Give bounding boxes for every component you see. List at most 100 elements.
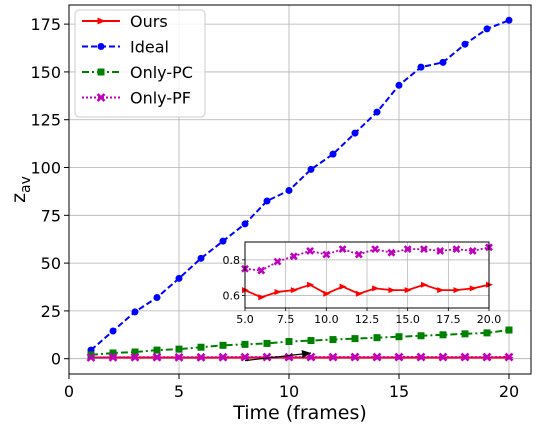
data-point xyxy=(218,352,228,362)
y-tick-label: 25 xyxy=(41,302,61,321)
legend-item-ours: Ours xyxy=(82,12,168,31)
inset-x-tick-label: 12.5 xyxy=(355,313,380,326)
data-point xyxy=(373,334,381,342)
legend-marker xyxy=(97,17,106,25)
data-point xyxy=(416,352,426,362)
legend-marker xyxy=(97,43,105,50)
x-tick-label: 15 xyxy=(389,382,409,401)
data-point xyxy=(240,352,250,362)
data-point xyxy=(153,346,161,354)
legend-label: Ours xyxy=(130,12,168,31)
inset-data-point xyxy=(290,287,298,294)
inset-data-point xyxy=(468,246,477,255)
data-point xyxy=(395,333,403,341)
data-point xyxy=(438,352,448,362)
inset-data-point xyxy=(355,290,363,297)
data-point xyxy=(482,352,492,362)
data-point xyxy=(285,186,293,194)
legend-label: Ideal xyxy=(130,38,169,57)
data-point xyxy=(372,352,382,362)
series-ideal xyxy=(87,16,513,354)
inset-data-point xyxy=(354,250,363,259)
data-point xyxy=(307,337,315,345)
inset-series-ours xyxy=(242,281,493,301)
data-point xyxy=(241,220,249,228)
legend-item-ideal: Ideal xyxy=(82,38,169,57)
inset-data-point xyxy=(322,250,331,259)
data-point xyxy=(262,352,272,362)
data-point xyxy=(131,348,139,356)
inset-data-point xyxy=(420,245,428,254)
legend-box xyxy=(74,9,206,118)
data-point xyxy=(350,352,360,362)
inset-data-point xyxy=(437,287,445,294)
y-axis-label-sub: av xyxy=(18,176,34,193)
data-point xyxy=(505,16,513,24)
inset-data-point xyxy=(469,285,477,292)
legend-marker xyxy=(96,93,106,102)
data-point xyxy=(86,353,96,362)
data-point xyxy=(263,197,271,205)
legend-marker xyxy=(97,68,105,76)
data-point xyxy=(483,329,491,337)
inset-data-point xyxy=(307,281,315,288)
inset-data-point xyxy=(372,285,380,292)
data-point xyxy=(395,81,403,89)
data-point xyxy=(219,237,227,245)
data-point xyxy=(460,352,470,362)
legend-item-only-pc: Only-PC xyxy=(82,63,193,82)
legend: Ours Ideal Only-PC Only-PF xyxy=(74,9,206,118)
data-point xyxy=(373,108,381,116)
inset-data-point xyxy=(453,287,461,294)
data-point xyxy=(461,330,469,338)
data-point xyxy=(108,352,118,362)
inset-x-tick-label: 7.5 xyxy=(277,313,295,326)
data-point xyxy=(504,352,514,362)
data-point xyxy=(307,165,315,173)
y-tick-label: 75 xyxy=(41,206,61,225)
series-line xyxy=(90,19,510,351)
data-point xyxy=(461,40,469,48)
inset-x-tick-label: 15.0 xyxy=(395,313,420,326)
main-ticks: 0 5 10 15 20 0 25 50 75 100 125 150 175 xyxy=(30,15,519,401)
data-point xyxy=(306,352,316,362)
data-point xyxy=(483,25,491,33)
inset-series-line xyxy=(244,283,490,299)
inset-x-tick-label: 5.0 xyxy=(236,313,254,326)
x-tick-label: 20 xyxy=(499,382,519,401)
inset-arrow xyxy=(244,350,312,362)
y-tick-label: 175 xyxy=(30,15,61,34)
inset-data-point xyxy=(404,287,412,294)
inset-plot: 5.0 7.5 10.0 12.5 15.0 17.5 20.0 0.6 0.8 xyxy=(223,241,501,362)
inset-series-only-pf xyxy=(241,243,493,275)
data-point xyxy=(196,352,206,362)
data-point xyxy=(329,336,337,344)
y-axis-label-main: z xyxy=(8,193,30,203)
data-point xyxy=(153,294,161,302)
inset-data-point xyxy=(257,266,266,275)
inset-data-point xyxy=(452,245,461,254)
data-point xyxy=(175,274,183,282)
data-point xyxy=(131,308,139,316)
data-point xyxy=(130,352,140,362)
legend-label: Only-PC xyxy=(130,63,193,82)
legend-item-only-pf: Only-PF xyxy=(82,89,191,108)
legend-label: Only-PF xyxy=(130,89,191,108)
inset-series-line xyxy=(244,246,490,272)
data-point xyxy=(175,345,183,353)
inset-data-point xyxy=(338,245,347,254)
inset-x-tick-label: 10.0 xyxy=(314,313,339,326)
data-point xyxy=(197,343,205,351)
data-point xyxy=(152,352,162,362)
data-point xyxy=(505,326,513,334)
inset-x-tick-label: 17.5 xyxy=(436,313,461,326)
data-point xyxy=(328,352,338,362)
inset-data-point xyxy=(258,294,266,301)
x-tick-label: 10 xyxy=(279,382,299,401)
data-point xyxy=(109,349,117,357)
data-point xyxy=(351,129,359,137)
inset-data-point xyxy=(371,245,380,254)
data-point xyxy=(219,341,227,349)
data-point xyxy=(109,327,117,335)
